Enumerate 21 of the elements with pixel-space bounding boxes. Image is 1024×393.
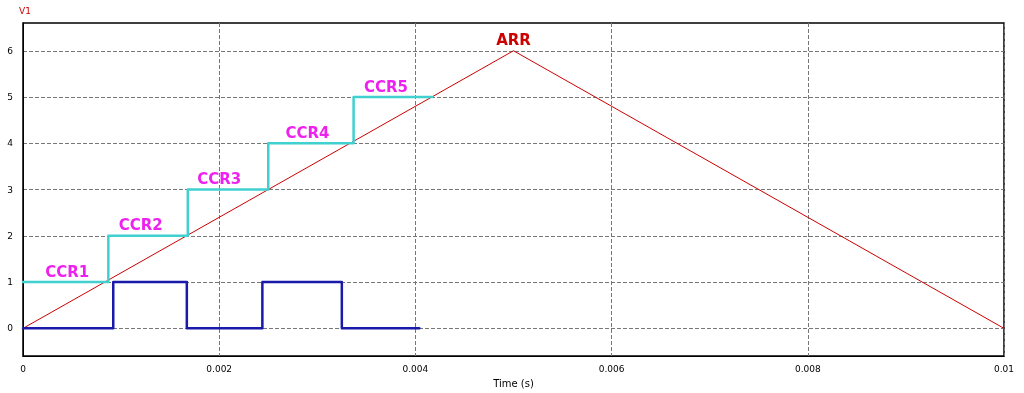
y-tick-label: 0: [7, 323, 14, 334]
y-axis-title: V1: [19, 5, 31, 16]
y-tick-label: 5: [7, 92, 13, 103]
y-tick-label: 2: [7, 230, 13, 241]
annotation: CCR1: [45, 262, 90, 281]
x-axis-title: Time (s): [492, 377, 534, 389]
annotation: ARR: [496, 31, 532, 50]
y-tick-label: 3: [7, 184, 13, 195]
x-tick-label: 0.002: [206, 363, 233, 374]
y-tick-label: 1: [7, 277, 13, 288]
annotation: CCR5: [363, 77, 408, 96]
x-tick-label: 0.006: [598, 363, 625, 374]
x-tick-label: 0.008: [794, 363, 821, 374]
x-tick-label: 0.01: [993, 363, 1015, 374]
annotation: CCR2: [118, 216, 163, 235]
x-tick-label: 0: [20, 363, 27, 374]
y-tick-label: 6: [7, 45, 14, 56]
x-tick-label: 0.004: [402, 363, 429, 374]
annotation: CCR4: [285, 123, 330, 142]
annotation: CCR3: [197, 170, 242, 189]
y-tick-label: 4: [7, 138, 14, 149]
